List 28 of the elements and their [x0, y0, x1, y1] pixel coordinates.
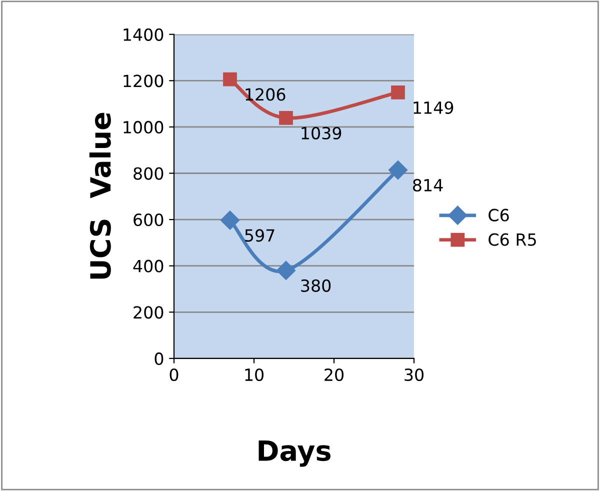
x-axis-title: Days	[258, 440, 330, 467]
y-axis-title: UCS Value	[89, 112, 111, 279]
y-tick-label: 1000	[124, 120, 164, 134]
data-label: 1206	[246, 88, 286, 101]
x-tick-label: 30	[404, 368, 424, 382]
y-tick-label: 200	[134, 306, 164, 319]
x-tick-label: 20	[324, 368, 344, 382]
point	[388, 160, 408, 180]
x-tick-label: 10	[245, 368, 264, 382]
point	[223, 72, 237, 86]
point	[220, 210, 240, 230]
y-tick-label: 800	[134, 167, 164, 180]
point	[391, 86, 405, 100]
data-label: 1039	[302, 126, 342, 140]
data-label: 380	[301, 279, 331, 292]
legend-label: C6 R5	[488, 233, 536, 246]
y-tick-label: 600	[134, 214, 164, 226]
y-tick-label: 1200	[124, 74, 164, 88]
y-tick-label: 0	[154, 352, 164, 365]
y-tick-label: 1400	[124, 28, 164, 41]
y-tick-label: 400	[133, 260, 164, 272]
data-label: 814	[413, 178, 443, 192]
x-tick-label: 0	[170, 368, 178, 382]
data-label: 1149	[414, 101, 454, 114]
data-label: 597	[245, 229, 274, 242]
legend-label: C6	[488, 208, 509, 222]
point	[276, 260, 296, 280]
point	[279, 110, 293, 125]
